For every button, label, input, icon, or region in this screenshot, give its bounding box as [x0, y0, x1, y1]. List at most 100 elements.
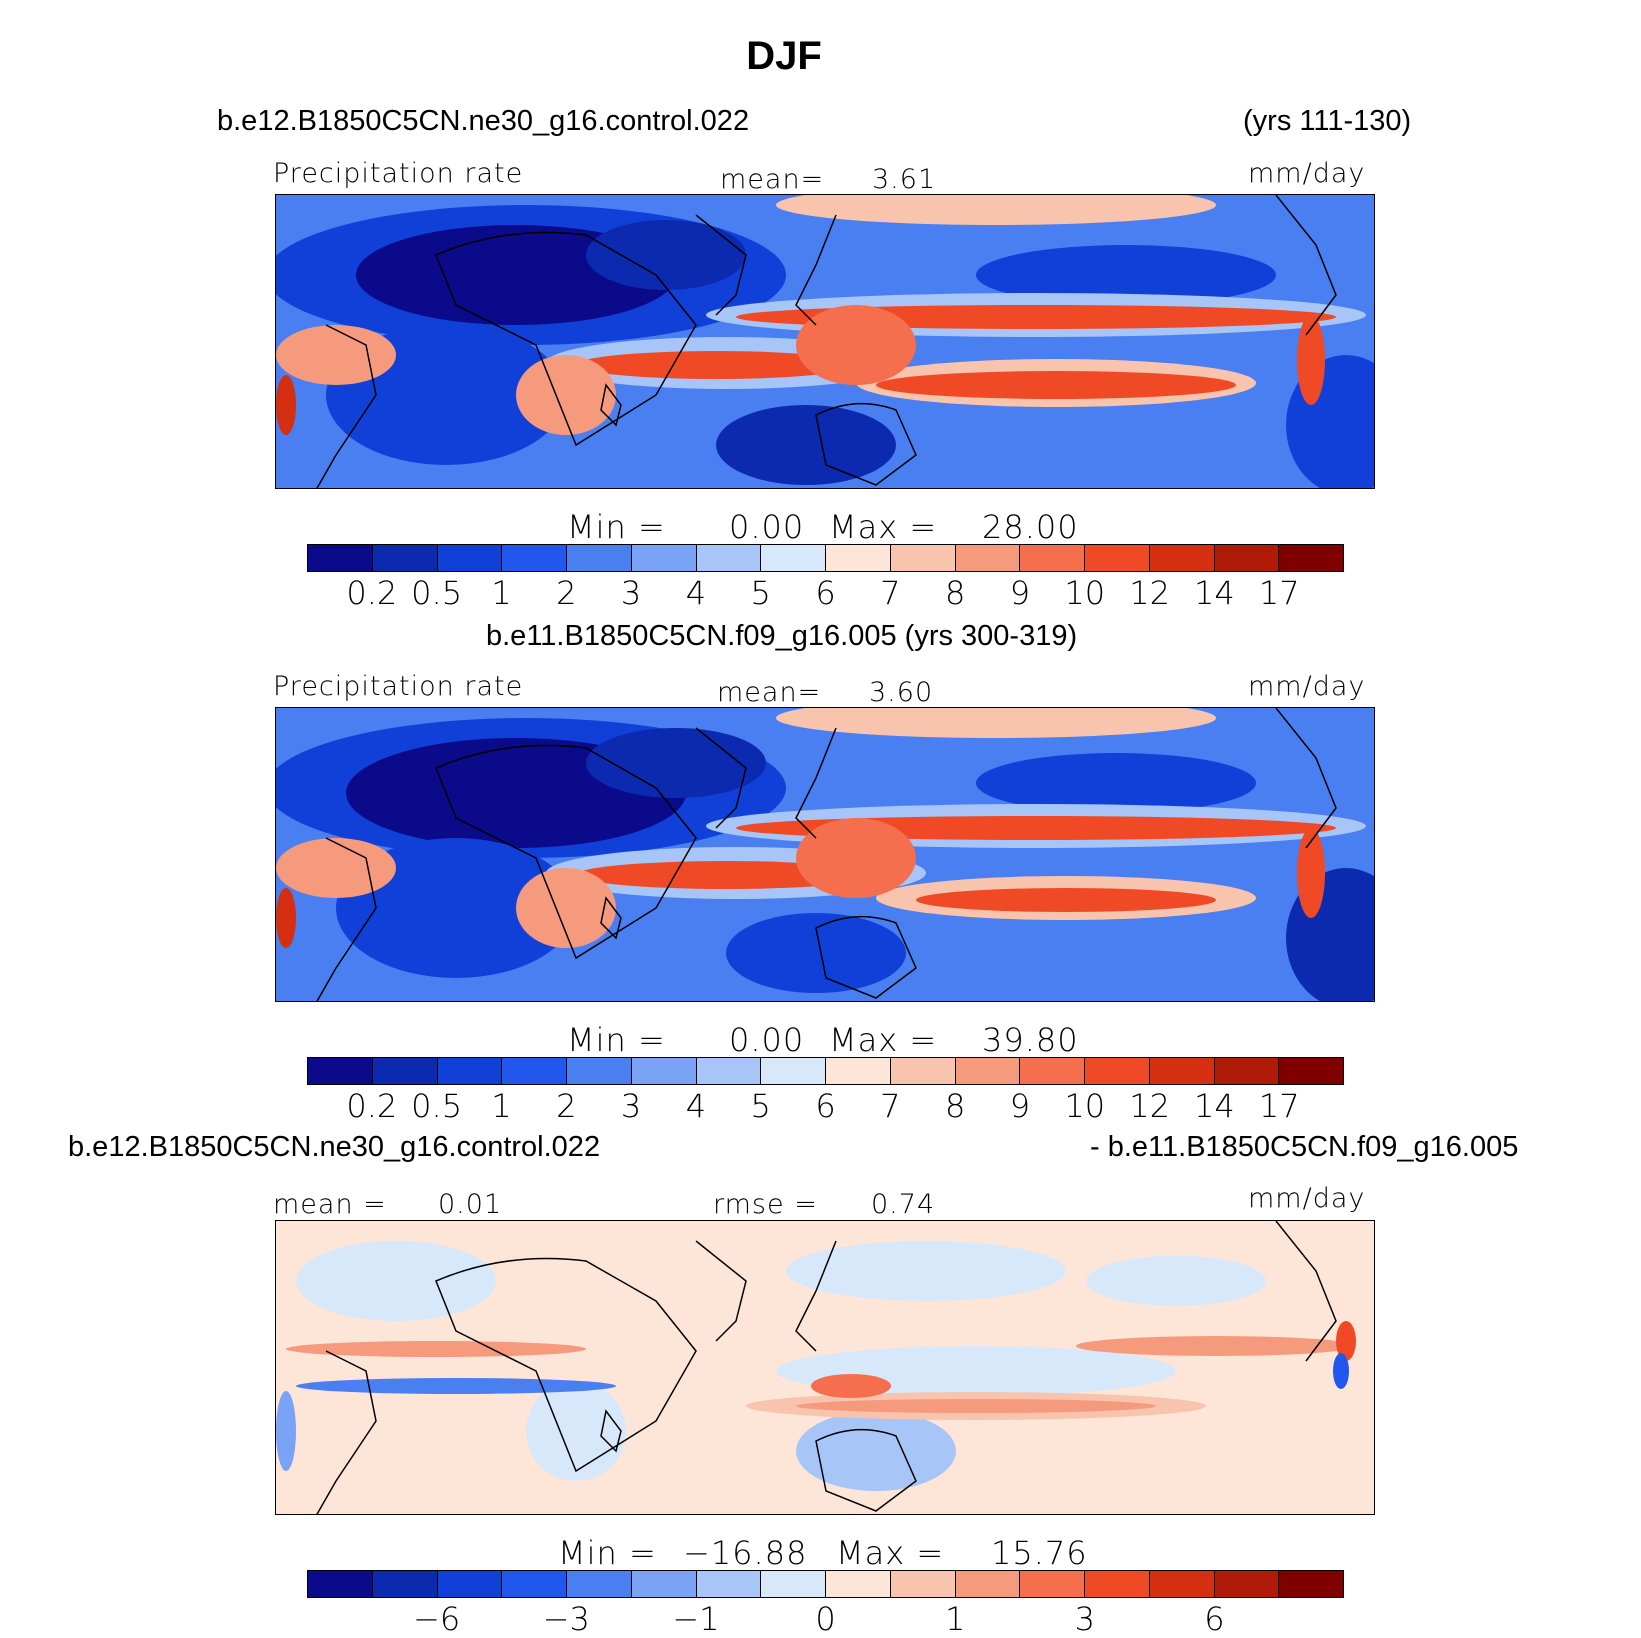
- panel2-variable-label: Precipitation rate: [273, 671, 524, 702]
- colorbar-box: [502, 1058, 567, 1084]
- colorbar-tick-label: 0.5: [411, 1087, 463, 1125]
- colorbar-box: [372, 545, 438, 571]
- colorbar-box: [567, 1571, 632, 1597]
- colorbar-box: [1149, 1058, 1215, 1084]
- colorbar-tick-label: 0.2: [346, 574, 398, 612]
- colorbar-tick-label: 9: [1009, 574, 1031, 612]
- panel3-min-value: −16.88: [683, 1534, 808, 1572]
- colorbar-box: [955, 1571, 1021, 1597]
- colorbar-tick-label: 14: [1194, 1087, 1235, 1125]
- colorbar-tick-label: 6: [815, 574, 836, 612]
- panel2-max-label: Max =: [829, 1021, 938, 1059]
- colorbar-tick-label: 10: [1064, 1087, 1106, 1125]
- panel1-max-value: 28.00: [982, 508, 1079, 546]
- colorbar-tick-label: 7: [880, 1087, 901, 1125]
- colorbar-box: [1085, 545, 1150, 571]
- panel2-field: [276, 708, 1374, 1001]
- colorbar-box: [631, 1058, 697, 1084]
- panel1-mean-label: mean=: [720, 164, 825, 195]
- panel3-max-label: Max =: [836, 1534, 945, 1572]
- colorbar-box: [761, 545, 826, 571]
- panel1-colorbar: [307, 544, 1344, 572]
- colorbar-box: [890, 1571, 956, 1597]
- colorbar-tick-label: 3: [1074, 1600, 1095, 1638]
- colorbar-tick-label: 1: [944, 1600, 966, 1638]
- colorbar-tick-label: 3: [620, 1087, 642, 1125]
- colorbar-tick-label: 6: [1204, 1600, 1225, 1638]
- colorbar-box: [1214, 1058, 1280, 1084]
- colorbar-box: [308, 1058, 373, 1084]
- colorbar-box: [761, 1571, 826, 1597]
- colorbar-box: [372, 1571, 438, 1597]
- panel1-max-label: Max =: [829, 508, 938, 546]
- colorbar-box: [1214, 545, 1280, 571]
- colorbar-box: [761, 1058, 826, 1084]
- panel1-variable-label: Precipitation rate: [273, 158, 524, 189]
- colorbar-box: [1149, 1571, 1215, 1597]
- colorbar-box: [308, 1571, 373, 1597]
- panel3-map: [275, 1220, 1375, 1515]
- panel2-mean-value: 3.60: [869, 677, 934, 708]
- panel2-min-label: Min =: [567, 1021, 666, 1059]
- colorbar-box: [1085, 1571, 1150, 1597]
- panel3-colorbar: [307, 1570, 1344, 1598]
- colorbar-box: [1279, 1571, 1343, 1597]
- colorbar-tick-label: 12: [1129, 574, 1170, 612]
- colorbar-tick-label: 9: [1009, 1087, 1031, 1125]
- colorbar-tick-label: 17: [1258, 574, 1300, 612]
- colorbar-tick-label: 12: [1129, 1087, 1170, 1125]
- colorbar-box: [826, 545, 891, 571]
- colorbar-box: [1279, 545, 1343, 571]
- colorbar-box: [890, 545, 956, 571]
- colorbar-tick-label: 2: [556, 574, 577, 612]
- panel1-years: (yrs 111-130): [1243, 105, 1412, 137]
- panel3-units: mm/day: [1248, 1183, 1366, 1214]
- colorbar-tick-label: 1: [491, 574, 512, 612]
- panel2-map: [275, 707, 1375, 1002]
- colorbar-tick-label: 1: [491, 1087, 512, 1125]
- colorbar-tick-label: 4: [685, 1087, 707, 1125]
- colorbar-tick-label: 6: [815, 1087, 836, 1125]
- colorbar-box: [437, 1571, 503, 1597]
- panel1-min-label: Min =: [567, 508, 666, 546]
- colorbar-tick-label: 5: [750, 574, 771, 612]
- figure-title: DJF: [746, 34, 822, 78]
- panel2-colorbar: [307, 1057, 1344, 1085]
- colorbar-box: [696, 1571, 762, 1597]
- colorbar-box: [1020, 1058, 1085, 1084]
- panel1-min-value: 0.00: [729, 508, 805, 546]
- colorbar-box: [567, 545, 632, 571]
- colorbar-box: [567, 1058, 632, 1084]
- colorbar-tick-label: 7: [880, 574, 901, 612]
- panel3-mean-value: 0.01: [438, 1189, 503, 1220]
- panel1-map: [275, 194, 1375, 489]
- panel2-min-value: 0.00: [729, 1021, 805, 1059]
- colorbar-box: [955, 1058, 1021, 1084]
- colorbar-box: [1085, 1058, 1150, 1084]
- colorbar-box: [631, 1571, 697, 1597]
- colorbar-tick-label: 17: [1258, 1087, 1300, 1125]
- colorbar-box: [1279, 1058, 1343, 1084]
- colorbar-box: [437, 545, 503, 571]
- colorbar-tick-label: 8: [944, 1087, 966, 1125]
- colorbar-tick-label: 5: [750, 1087, 771, 1125]
- panel2-max-value: 39.80: [982, 1021, 1079, 1059]
- panel3-rmse-label: rmse =: [713, 1189, 818, 1220]
- colorbar-box: [1214, 1571, 1280, 1597]
- panel2-case-title: b.e11.B1850C5CN.f09_g16.005 (yrs 300-319…: [486, 620, 1078, 652]
- colorbar-tick-label: 14: [1194, 574, 1235, 612]
- colorbar-tick-label: 8: [944, 574, 966, 612]
- panel3-mean-label: mean =: [273, 1189, 387, 1220]
- colorbar-box: [437, 1058, 503, 1084]
- colorbar-box: [631, 545, 697, 571]
- colorbar-box: [1149, 545, 1215, 571]
- colorbar-box: [1020, 545, 1085, 571]
- colorbar-tick-label: 0: [815, 1600, 836, 1638]
- panel3-rmse-value: 0.74: [871, 1189, 936, 1220]
- panel3-case-title-right: - b.e11.B1850C5CN.f09_g16.005: [1090, 1131, 1519, 1163]
- colorbar-tick-label: 4: [685, 574, 707, 612]
- colorbar-tick-label: 0.2: [346, 1087, 398, 1125]
- colorbar-box: [502, 545, 567, 571]
- colorbar-box: [826, 1571, 891, 1597]
- panel3-max-value: 15.76: [991, 1534, 1088, 1572]
